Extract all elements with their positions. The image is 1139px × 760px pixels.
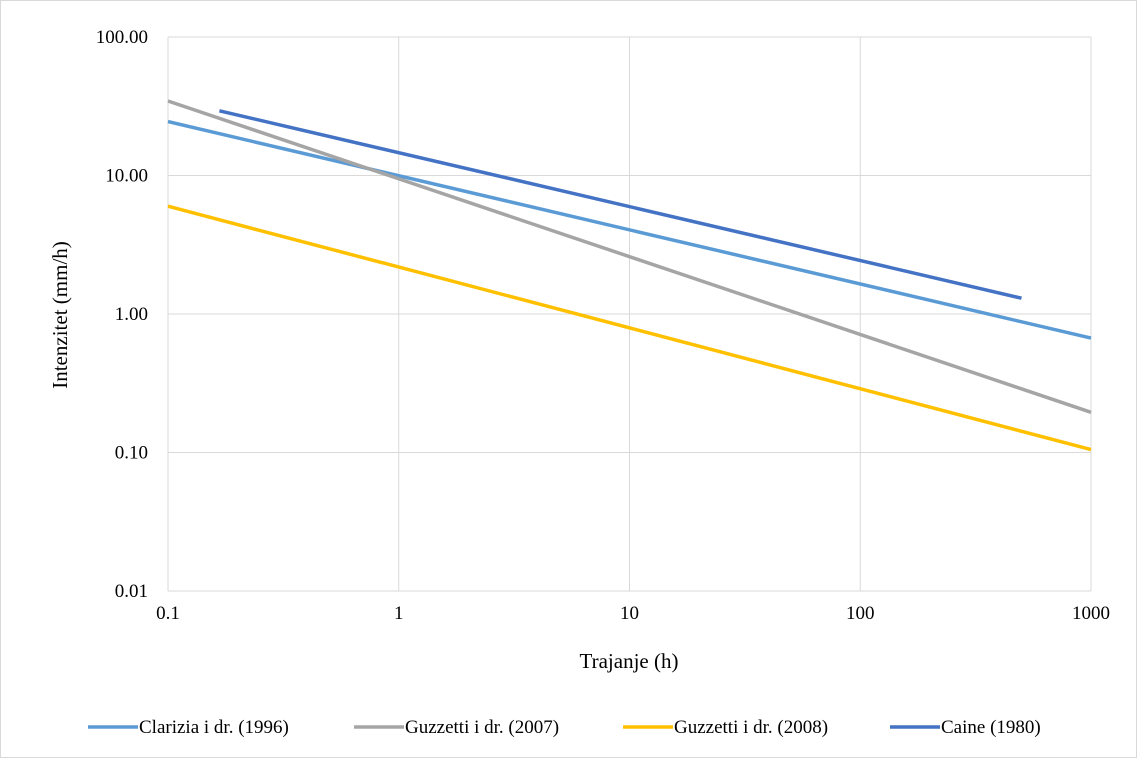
y-tick-label: 100.00 bbox=[96, 27, 148, 48]
y-tick-label: 0.01 bbox=[115, 581, 148, 602]
x-tick-labels: 0.1 1 10 100 1000 bbox=[156, 603, 1110, 624]
legend-label: Caine (1980) bbox=[941, 717, 1041, 738]
series-line-1 bbox=[167, 119, 1092, 340]
legend-label: Guzzetti i dr. (2008) bbox=[674, 717, 828, 738]
series-line-2 bbox=[167, 99, 1092, 414]
series-lines bbox=[167, 99, 1092, 452]
y-tick-labels: 100.00 10.00 1.00 0.10 0.01 bbox=[96, 27, 148, 602]
y-axis-title: Intenzitet (mm/h) bbox=[48, 241, 72, 389]
y-tick-label: 10.00 bbox=[105, 166, 148, 187]
x-tick-label: 1000 bbox=[1072, 603, 1110, 624]
x-tick-label: 1 bbox=[394, 603, 404, 624]
legend-label: Clarizia i dr. (1996) bbox=[139, 717, 289, 738]
series-line-3 bbox=[167, 204, 1092, 452]
x-tick-label: 0.1 bbox=[156, 603, 180, 624]
x-tick-label: 10 bbox=[620, 603, 639, 624]
y-tick-label: 0.10 bbox=[115, 443, 148, 464]
series-line-4 bbox=[219, 109, 1022, 300]
legend-label: Guzzetti i dr. (2007) bbox=[405, 717, 559, 738]
legend: Clarizia i dr. (1996) Guzzetti i dr. (200… bbox=[88, 717, 1041, 738]
x-tick-label: 100 bbox=[846, 603, 875, 624]
x-axis-title: Trajanje (h) bbox=[580, 649, 679, 673]
grid bbox=[167, 36, 1092, 592]
y-tick-label: 1.00 bbox=[115, 304, 148, 325]
